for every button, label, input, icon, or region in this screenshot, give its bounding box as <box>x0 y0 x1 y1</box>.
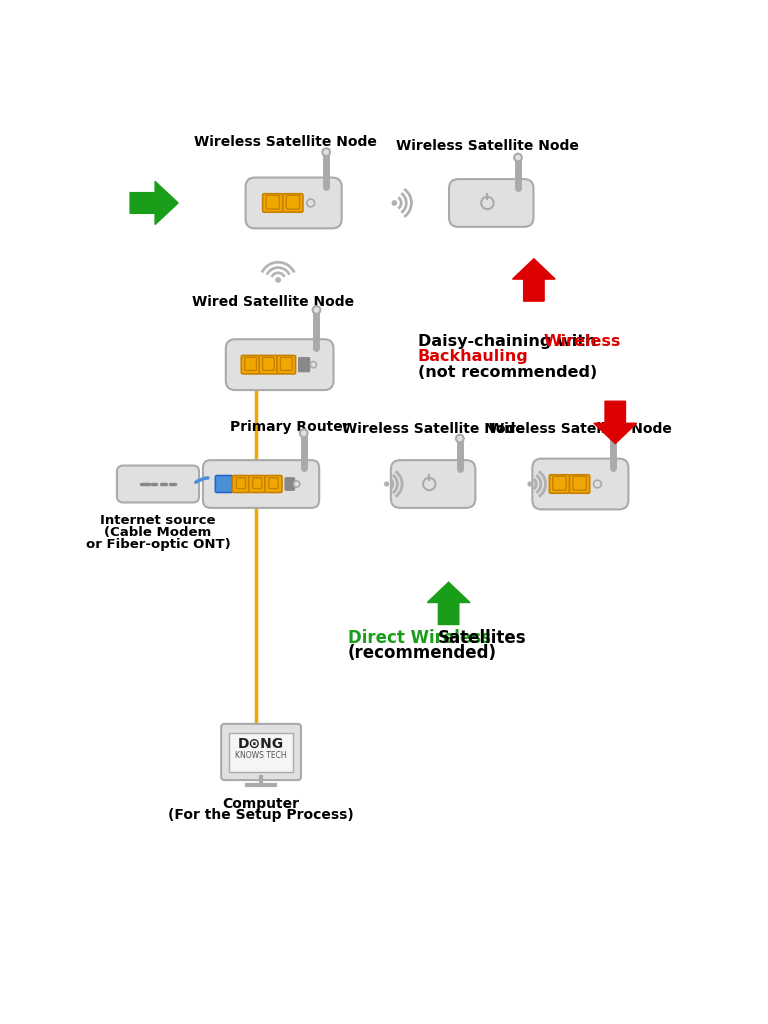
Circle shape <box>456 435 464 442</box>
Circle shape <box>385 482 389 486</box>
FancyBboxPatch shape <box>285 478 294 490</box>
Text: Wireless Satellite Node: Wireless Satellite Node <box>342 422 525 436</box>
FancyBboxPatch shape <box>570 475 590 494</box>
FancyBboxPatch shape <box>269 478 278 488</box>
Text: Satellites: Satellites <box>438 629 526 647</box>
Text: D⊙NG: D⊙NG <box>238 737 284 752</box>
Text: (not recommended): (not recommended) <box>418 365 597 380</box>
Text: Daisy-chaining with: Daisy-chaining with <box>418 334 602 349</box>
FancyBboxPatch shape <box>229 733 293 772</box>
Text: Computer: Computer <box>223 797 300 811</box>
FancyBboxPatch shape <box>226 339 333 390</box>
Polygon shape <box>512 259 555 301</box>
Text: KNOWS TECH: KNOWS TECH <box>235 751 287 760</box>
Text: Backhauling: Backhauling <box>418 349 528 365</box>
Circle shape <box>594 480 601 487</box>
FancyBboxPatch shape <box>280 357 292 371</box>
Circle shape <box>609 429 617 437</box>
FancyBboxPatch shape <box>449 179 534 227</box>
Circle shape <box>276 278 280 283</box>
Text: Wireless Satellite Node: Wireless Satellite Node <box>194 135 377 150</box>
FancyBboxPatch shape <box>117 466 199 503</box>
Circle shape <box>313 306 320 313</box>
FancyBboxPatch shape <box>549 475 570 494</box>
Text: Internet source: Internet source <box>101 514 216 527</box>
Text: (For the Setup Process): (For the Setup Process) <box>168 808 354 822</box>
FancyBboxPatch shape <box>215 475 233 493</box>
Circle shape <box>306 199 315 207</box>
Polygon shape <box>427 583 470 625</box>
Circle shape <box>310 361 316 368</box>
Circle shape <box>323 148 330 156</box>
FancyBboxPatch shape <box>245 357 257 371</box>
FancyBboxPatch shape <box>553 476 566 490</box>
FancyBboxPatch shape <box>203 460 319 508</box>
Text: (Cable Modem: (Cable Modem <box>104 526 212 539</box>
FancyBboxPatch shape <box>263 357 274 371</box>
FancyBboxPatch shape <box>237 478 246 488</box>
Circle shape <box>300 429 307 437</box>
FancyBboxPatch shape <box>263 194 283 212</box>
Circle shape <box>514 154 522 162</box>
Circle shape <box>293 481 300 487</box>
Polygon shape <box>130 181 178 224</box>
FancyBboxPatch shape <box>266 196 280 209</box>
FancyBboxPatch shape <box>241 355 260 374</box>
Text: (recommended): (recommended) <box>348 644 497 663</box>
Text: Wireless Satellite Node: Wireless Satellite Node <box>489 422 672 436</box>
FancyBboxPatch shape <box>233 475 250 493</box>
Text: or Fiber-optic ONT): or Fiber-optic ONT) <box>85 538 230 551</box>
Text: Primary Router: Primary Router <box>230 420 349 434</box>
FancyBboxPatch shape <box>532 459 628 509</box>
Text: Wireless: Wireless <box>543 334 621 349</box>
Circle shape <box>392 201 396 205</box>
FancyBboxPatch shape <box>391 460 475 508</box>
FancyBboxPatch shape <box>253 478 262 488</box>
FancyBboxPatch shape <box>259 355 278 374</box>
FancyBboxPatch shape <box>265 475 282 493</box>
FancyBboxPatch shape <box>299 357 310 372</box>
FancyBboxPatch shape <box>277 355 296 374</box>
FancyBboxPatch shape <box>286 196 300 209</box>
Text: Wireless Satellite Node: Wireless Satellite Node <box>396 139 579 153</box>
FancyBboxPatch shape <box>283 194 303 212</box>
Text: Wired Satellite Node: Wired Satellite Node <box>193 295 355 309</box>
FancyBboxPatch shape <box>221 724 301 780</box>
Circle shape <box>528 482 532 486</box>
Text: Direct Wireless: Direct Wireless <box>348 629 497 647</box>
FancyBboxPatch shape <box>573 476 586 490</box>
Polygon shape <box>594 401 637 443</box>
FancyBboxPatch shape <box>249 475 266 493</box>
Circle shape <box>423 478 435 490</box>
Circle shape <box>482 197 494 209</box>
FancyBboxPatch shape <box>246 177 342 228</box>
